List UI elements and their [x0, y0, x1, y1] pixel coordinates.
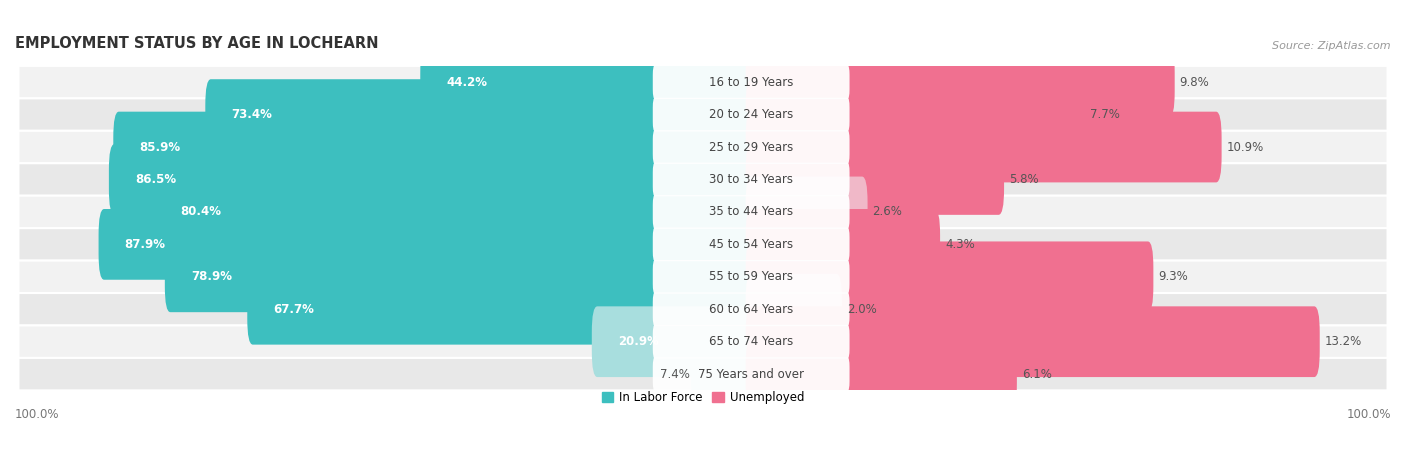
FancyBboxPatch shape: [745, 47, 1174, 118]
FancyBboxPatch shape: [652, 357, 849, 391]
Text: 78.9%: 78.9%: [191, 270, 232, 283]
FancyBboxPatch shape: [18, 358, 1388, 391]
Text: 35 to 44 Years: 35 to 44 Years: [709, 205, 793, 218]
FancyBboxPatch shape: [153, 176, 756, 247]
FancyBboxPatch shape: [652, 65, 849, 99]
Text: 75 Years and over: 75 Years and over: [699, 368, 804, 381]
Text: EMPLOYMENT STATUS BY AGE IN LOCHEARN: EMPLOYMENT STATUS BY AGE IN LOCHEARN: [15, 37, 378, 51]
FancyBboxPatch shape: [18, 326, 1388, 358]
Text: 9.3%: 9.3%: [1159, 270, 1188, 283]
FancyBboxPatch shape: [420, 47, 756, 118]
FancyBboxPatch shape: [18, 98, 1388, 131]
Text: 45 to 54 Years: 45 to 54 Years: [709, 238, 793, 251]
FancyBboxPatch shape: [18, 228, 1388, 261]
Text: 86.5%: 86.5%: [135, 173, 176, 186]
Text: 2.6%: 2.6%: [872, 205, 903, 218]
FancyBboxPatch shape: [247, 274, 756, 345]
FancyBboxPatch shape: [745, 241, 1153, 312]
Text: 7.4%: 7.4%: [659, 368, 690, 381]
FancyBboxPatch shape: [205, 79, 756, 150]
Text: 60 to 64 Years: 60 to 64 Years: [709, 303, 793, 316]
Text: 20.9%: 20.9%: [619, 335, 659, 348]
Text: 87.9%: 87.9%: [125, 238, 166, 251]
FancyBboxPatch shape: [745, 176, 868, 247]
Text: 73.4%: 73.4%: [232, 108, 273, 121]
FancyBboxPatch shape: [745, 306, 1320, 377]
Text: 67.7%: 67.7%: [273, 303, 315, 316]
FancyBboxPatch shape: [745, 339, 1017, 410]
FancyBboxPatch shape: [745, 79, 1085, 150]
Text: 7.7%: 7.7%: [1090, 108, 1119, 121]
FancyBboxPatch shape: [592, 306, 756, 377]
FancyBboxPatch shape: [108, 144, 756, 215]
FancyBboxPatch shape: [652, 130, 849, 164]
FancyBboxPatch shape: [745, 209, 941, 280]
Text: 100.0%: 100.0%: [15, 408, 59, 421]
FancyBboxPatch shape: [652, 98, 849, 131]
Text: 9.8%: 9.8%: [1180, 76, 1209, 89]
Text: 4.3%: 4.3%: [945, 238, 974, 251]
Text: 25 to 29 Years: 25 to 29 Years: [709, 141, 793, 153]
FancyBboxPatch shape: [165, 241, 756, 312]
Text: 85.9%: 85.9%: [139, 141, 180, 153]
FancyBboxPatch shape: [692, 339, 756, 410]
FancyBboxPatch shape: [652, 292, 849, 326]
FancyBboxPatch shape: [18, 163, 1388, 196]
FancyBboxPatch shape: [18, 196, 1388, 228]
Text: 13.2%: 13.2%: [1324, 335, 1362, 348]
FancyBboxPatch shape: [652, 163, 849, 196]
FancyBboxPatch shape: [745, 112, 1222, 182]
Text: 5.8%: 5.8%: [1010, 173, 1039, 186]
Text: Source: ZipAtlas.com: Source: ZipAtlas.com: [1272, 41, 1391, 51]
FancyBboxPatch shape: [18, 293, 1388, 326]
Text: 10.9%: 10.9%: [1226, 141, 1264, 153]
Text: 16 to 19 Years: 16 to 19 Years: [709, 76, 793, 89]
Text: 2.0%: 2.0%: [846, 303, 876, 316]
Legend: In Labor Force, Unemployed: In Labor Force, Unemployed: [598, 387, 808, 409]
Text: 55 to 59 Years: 55 to 59 Years: [709, 270, 793, 283]
FancyBboxPatch shape: [98, 209, 756, 280]
FancyBboxPatch shape: [114, 112, 756, 182]
FancyBboxPatch shape: [18, 131, 1388, 163]
Text: 30 to 34 Years: 30 to 34 Years: [709, 173, 793, 186]
Text: 6.1%: 6.1%: [1022, 368, 1052, 381]
Text: 44.2%: 44.2%: [447, 76, 488, 89]
Text: 80.4%: 80.4%: [180, 205, 221, 218]
FancyBboxPatch shape: [18, 66, 1388, 98]
FancyBboxPatch shape: [745, 274, 842, 345]
Text: 20 to 24 Years: 20 to 24 Years: [709, 108, 793, 121]
FancyBboxPatch shape: [652, 195, 849, 229]
FancyBboxPatch shape: [652, 260, 849, 294]
FancyBboxPatch shape: [18, 261, 1388, 293]
Text: 65 to 74 Years: 65 to 74 Years: [709, 335, 793, 348]
FancyBboxPatch shape: [652, 325, 849, 359]
FancyBboxPatch shape: [652, 227, 849, 261]
Text: 100.0%: 100.0%: [1347, 408, 1391, 421]
FancyBboxPatch shape: [745, 144, 1004, 215]
